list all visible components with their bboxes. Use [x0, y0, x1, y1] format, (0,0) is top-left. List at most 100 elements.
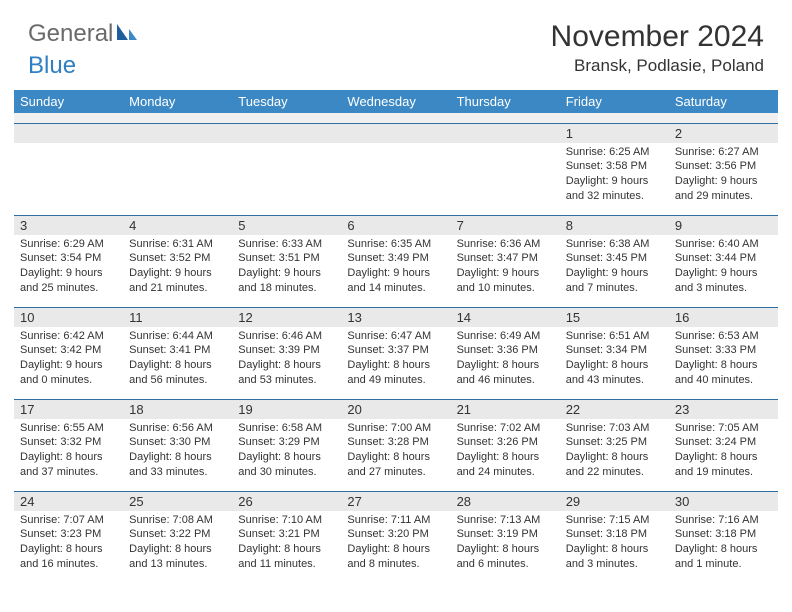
day-detail-text: Sunrise: 6:29 AMSunset: 3:54 PMDaylight:…	[14, 235, 123, 300]
logo-sail-icon	[115, 22, 139, 47]
calendar-day-cell: 7Sunrise: 6:36 AMSunset: 3:47 PMDaylight…	[451, 215, 560, 307]
calendar-day-cell: 15Sunrise: 6:51 AMSunset: 3:34 PMDayligh…	[560, 307, 669, 399]
calendar-day-cell: 29Sunrise: 7:15 AMSunset: 3:18 PMDayligh…	[560, 491, 669, 583]
day-detail-text: Sunrise: 7:02 AMSunset: 3:26 PMDaylight:…	[451, 419, 560, 484]
day-number: 17	[14, 400, 123, 419]
calendar-empty-cell	[232, 123, 341, 215]
calendar-day-cell: 26Sunrise: 7:10 AMSunset: 3:21 PMDayligh…	[232, 491, 341, 583]
calendar-body: 1Sunrise: 6:25 AMSunset: 3:58 PMDaylight…	[14, 123, 778, 583]
calendar-empty-cell	[123, 123, 232, 215]
calendar-day-cell: 19Sunrise: 6:58 AMSunset: 3:29 PMDayligh…	[232, 399, 341, 491]
calendar-empty-cell	[451, 123, 560, 215]
day-number: 26	[232, 492, 341, 511]
day-number: 2	[669, 124, 778, 143]
calendar-day-cell: 6Sunrise: 6:35 AMSunset: 3:49 PMDaylight…	[341, 215, 450, 307]
calendar-day-cell: 18Sunrise: 6:56 AMSunset: 3:30 PMDayligh…	[123, 399, 232, 491]
calendar-week-row: 24Sunrise: 7:07 AMSunset: 3:23 PMDayligh…	[14, 491, 778, 583]
calendar-day-cell: 28Sunrise: 7:13 AMSunset: 3:19 PMDayligh…	[451, 491, 560, 583]
day-number: 13	[341, 308, 450, 327]
day-number: 25	[123, 492, 232, 511]
day-detail-text: Sunrise: 7:07 AMSunset: 3:23 PMDaylight:…	[14, 511, 123, 576]
weekday-header: Thursday	[451, 90, 560, 113]
day-number: 6	[341, 216, 450, 235]
calendar-day-cell: 23Sunrise: 7:05 AMSunset: 3:24 PMDayligh…	[669, 399, 778, 491]
header-gap-row	[14, 113, 778, 123]
calendar-day-cell: 4Sunrise: 6:31 AMSunset: 3:52 PMDaylight…	[123, 215, 232, 307]
day-detail-text: Sunrise: 6:58 AMSunset: 3:29 PMDaylight:…	[232, 419, 341, 484]
title-block: November 2024 Bransk, Podlasie, Poland	[551, 20, 764, 76]
calendar-week-row: 10Sunrise: 6:42 AMSunset: 3:42 PMDayligh…	[14, 307, 778, 399]
weekday-header-row: SundayMondayTuesdayWednesdayThursdayFrid…	[14, 90, 778, 113]
day-detail-text: Sunrise: 7:03 AMSunset: 3:25 PMDaylight:…	[560, 419, 669, 484]
day-number: 27	[341, 492, 450, 511]
day-number: 12	[232, 308, 341, 327]
day-number: 10	[14, 308, 123, 327]
day-number: 21	[451, 400, 560, 419]
day-detail-text: Sunrise: 7:05 AMSunset: 3:24 PMDaylight:…	[669, 419, 778, 484]
day-detail-text: Sunrise: 6:38 AMSunset: 3:45 PMDaylight:…	[560, 235, 669, 300]
calendar-table: SundayMondayTuesdayWednesdayThursdayFrid…	[14, 90, 778, 583]
day-number: 11	[123, 308, 232, 327]
day-number: 3	[14, 216, 123, 235]
day-number: 7	[451, 216, 560, 235]
brand-logo: General	[28, 20, 140, 48]
calendar-day-cell: 9Sunrise: 6:40 AMSunset: 3:44 PMDaylight…	[669, 215, 778, 307]
weekday-header: Sunday	[14, 90, 123, 113]
day-detail-text: Sunrise: 7:16 AMSunset: 3:18 PMDaylight:…	[669, 511, 778, 576]
day-number: 1	[560, 124, 669, 143]
logo-text-blue: Blue	[28, 52, 76, 79]
day-detail-text: Sunrise: 7:13 AMSunset: 3:19 PMDaylight:…	[451, 511, 560, 576]
calendar-day-cell: 14Sunrise: 6:49 AMSunset: 3:36 PMDayligh…	[451, 307, 560, 399]
day-number: 4	[123, 216, 232, 235]
day-detail-text: Sunrise: 7:00 AMSunset: 3:28 PMDaylight:…	[341, 419, 450, 484]
location-text: Bransk, Podlasie, Poland	[551, 56, 764, 76]
day-number: 20	[341, 400, 450, 419]
calendar-day-cell: 2Sunrise: 6:27 AMSunset: 3:56 PMDaylight…	[669, 123, 778, 215]
calendar-day-cell: 27Sunrise: 7:11 AMSunset: 3:20 PMDayligh…	[341, 491, 450, 583]
day-number: 15	[560, 308, 669, 327]
weekday-header: Monday	[123, 90, 232, 113]
calendar-day-cell: 20Sunrise: 7:00 AMSunset: 3:28 PMDayligh…	[341, 399, 450, 491]
calendar-day-cell: 11Sunrise: 6:44 AMSunset: 3:41 PMDayligh…	[123, 307, 232, 399]
day-detail-text: Sunrise: 6:44 AMSunset: 3:41 PMDaylight:…	[123, 327, 232, 392]
day-detail-text: Sunrise: 6:35 AMSunset: 3:49 PMDaylight:…	[341, 235, 450, 300]
calendar-day-cell: 25Sunrise: 7:08 AMSunset: 3:22 PMDayligh…	[123, 491, 232, 583]
logo-text-general: General	[28, 20, 113, 48]
day-detail-text: Sunrise: 7:10 AMSunset: 3:21 PMDaylight:…	[232, 511, 341, 576]
day-number: 16	[669, 308, 778, 327]
day-detail-text: Sunrise: 7:11 AMSunset: 3:20 PMDaylight:…	[341, 511, 450, 576]
calendar-day-cell: 12Sunrise: 6:46 AMSunset: 3:39 PMDayligh…	[232, 307, 341, 399]
calendar-day-cell: 17Sunrise: 6:55 AMSunset: 3:32 PMDayligh…	[14, 399, 123, 491]
page-header: General November 2024 Bransk, Podlasie, …	[0, 0, 792, 82]
calendar-day-cell: 1Sunrise: 6:25 AMSunset: 3:58 PMDaylight…	[560, 123, 669, 215]
day-number: 22	[560, 400, 669, 419]
calendar-day-cell: 13Sunrise: 6:47 AMSunset: 3:37 PMDayligh…	[341, 307, 450, 399]
day-detail-text: Sunrise: 6:53 AMSunset: 3:33 PMDaylight:…	[669, 327, 778, 392]
day-number: 8	[560, 216, 669, 235]
logo-blue-row: Blue	[28, 52, 76, 80]
calendar-day-cell: 30Sunrise: 7:16 AMSunset: 3:18 PMDayligh…	[669, 491, 778, 583]
day-number: 5	[232, 216, 341, 235]
day-number: 30	[669, 492, 778, 511]
calendar-week-row: 1Sunrise: 6:25 AMSunset: 3:58 PMDaylight…	[14, 123, 778, 215]
calendar-day-cell: 16Sunrise: 6:53 AMSunset: 3:33 PMDayligh…	[669, 307, 778, 399]
weekday-header: Friday	[560, 90, 669, 113]
day-detail-text: Sunrise: 6:49 AMSunset: 3:36 PMDaylight:…	[451, 327, 560, 392]
calendar-day-cell: 8Sunrise: 6:38 AMSunset: 3:45 PMDaylight…	[560, 215, 669, 307]
calendar-week-row: 3Sunrise: 6:29 AMSunset: 3:54 PMDaylight…	[14, 215, 778, 307]
day-number: 23	[669, 400, 778, 419]
calendar-day-cell: 24Sunrise: 7:07 AMSunset: 3:23 PMDayligh…	[14, 491, 123, 583]
day-number: 24	[14, 492, 123, 511]
calendar-week-row: 17Sunrise: 6:55 AMSunset: 3:32 PMDayligh…	[14, 399, 778, 491]
day-detail-text: Sunrise: 6:55 AMSunset: 3:32 PMDaylight:…	[14, 419, 123, 484]
day-detail-text: Sunrise: 7:15 AMSunset: 3:18 PMDaylight:…	[560, 511, 669, 576]
calendar-day-cell: 21Sunrise: 7:02 AMSunset: 3:26 PMDayligh…	[451, 399, 560, 491]
day-detail-text: Sunrise: 7:08 AMSunset: 3:22 PMDaylight:…	[123, 511, 232, 576]
day-detail-text: Sunrise: 6:47 AMSunset: 3:37 PMDaylight:…	[341, 327, 450, 392]
day-number: 9	[669, 216, 778, 235]
month-title: November 2024	[551, 20, 764, 54]
calendar-day-cell: 10Sunrise: 6:42 AMSunset: 3:42 PMDayligh…	[14, 307, 123, 399]
day-detail-text: Sunrise: 6:46 AMSunset: 3:39 PMDaylight:…	[232, 327, 341, 392]
day-number: 29	[560, 492, 669, 511]
day-detail-text: Sunrise: 6:25 AMSunset: 3:58 PMDaylight:…	[560, 143, 669, 208]
